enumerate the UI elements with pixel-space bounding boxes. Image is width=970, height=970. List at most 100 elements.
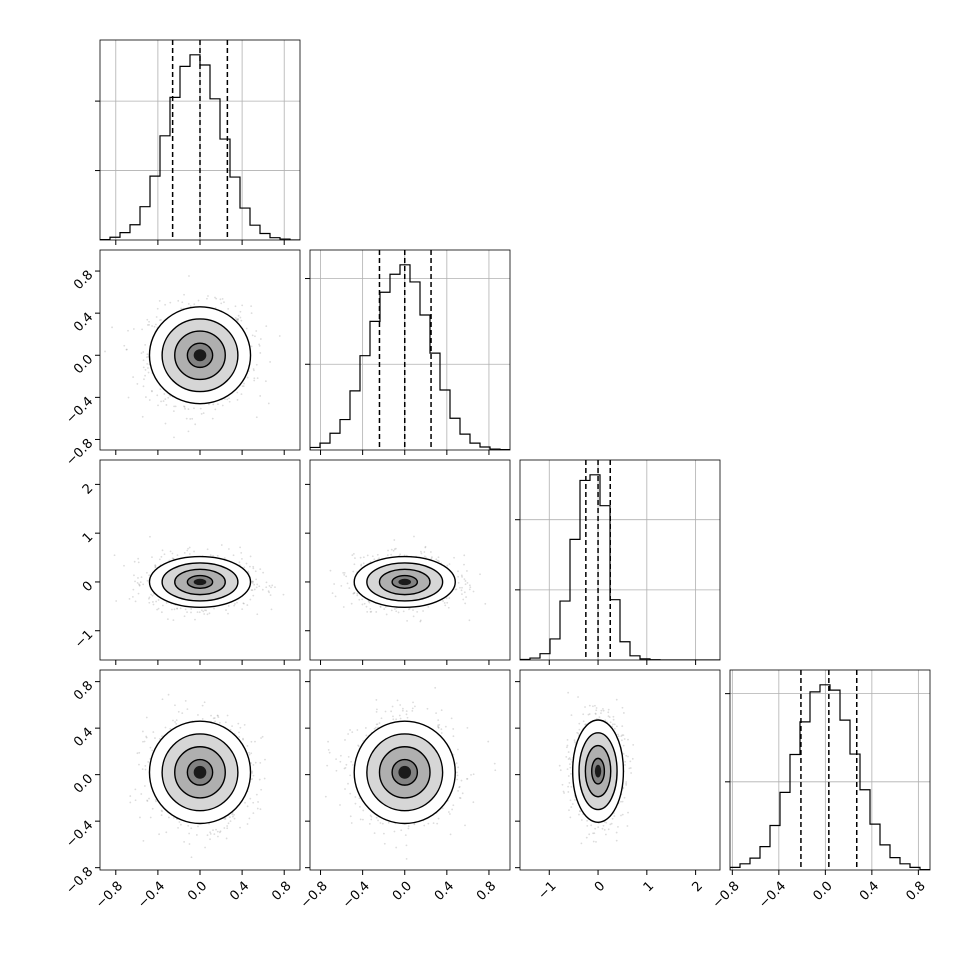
scatter-panel-4-1 [99, 669, 301, 871]
scatter-point [256, 377, 259, 379]
scatter-point [214, 296, 216, 299]
scatter-point [191, 417, 194, 420]
scatter-point [216, 554, 219, 557]
scatter-point [201, 704, 204, 707]
scatter-point [180, 307, 183, 310]
scatter-point [453, 556, 455, 559]
scatter-point [146, 353, 149, 356]
scatter-point [261, 735, 264, 738]
scatter-point [252, 567, 255, 570]
scatter-point [394, 608, 396, 610]
scatter-point [208, 612, 211, 615]
scatter-point [142, 366, 145, 369]
scatter-point [228, 816, 231, 819]
scatter-point [392, 549, 395, 552]
scatter-point [375, 723, 378, 726]
panel-content [104, 275, 281, 439]
scatter-point [173, 608, 176, 611]
scatter-point [176, 554, 179, 557]
scatter-point [353, 591, 356, 594]
scatter-point [242, 602, 245, 605]
scatter-point [224, 721, 227, 724]
scatter-point [348, 587, 351, 589]
scatter-point [132, 328, 135, 330]
scatter-point [206, 613, 209, 616]
scatter-point [172, 619, 175, 622]
scatter-point [369, 611, 372, 613]
scatter-point [331, 592, 334, 595]
scatter-point [164, 398, 167, 401]
scatter-point [159, 319, 161, 322]
scatter-point [437, 725, 439, 728]
scatter-point [457, 570, 459, 573]
scatter-point [425, 556, 427, 559]
panel-frame [309, 249, 511, 451]
scatter-point [390, 548, 393, 551]
scatter-point [329, 569, 332, 572]
scatter-point [420, 550, 422, 553]
scatter-point [225, 837, 228, 840]
scatter-point [175, 723, 178, 725]
scatter-point [333, 583, 336, 585]
scatter-point [187, 408, 190, 411]
scatter-point [224, 818, 227, 820]
scatter-point [152, 603, 155, 606]
scatter-point [142, 351, 145, 353]
scatter-point [252, 774, 255, 777]
scatter-point [399, 553, 402, 556]
scatter-point [419, 620, 422, 623]
scatter-point [468, 584, 471, 587]
y-tick-label: 0 [80, 579, 96, 595]
scatter-point [234, 305, 237, 308]
scatter-point [268, 591, 270, 594]
scatter-point [219, 298, 222, 301]
scatter-point [153, 325, 156, 328]
scatter-point [171, 557, 174, 560]
y-tick-label: −0.4 [63, 818, 96, 851]
scatter-point [354, 557, 356, 560]
scatter-point [158, 300, 161, 302]
scatter-point [169, 727, 172, 730]
scatter-point [423, 551, 426, 553]
x-tick-label: 0.0 [810, 879, 835, 904]
scatter-point [207, 295, 209, 297]
scatter-point [236, 399, 239, 401]
scatter-point [427, 822, 430, 825]
scatter-point [188, 546, 191, 549]
scatter-point [461, 792, 464, 795]
scatter-point [150, 593, 153, 596]
x-tick-label: 0.4 [857, 879, 882, 904]
scatter-point [154, 566, 157, 569]
scatter-point [437, 724, 439, 727]
scatter-point [384, 606, 387, 608]
scatter-point [362, 562, 365, 565]
scatter-point [188, 843, 191, 845]
scatter-point [164, 422, 167, 425]
scatter-point [466, 570, 468, 572]
scatter-point [203, 701, 206, 704]
scatter-point [190, 827, 193, 830]
scatter-point [209, 554, 212, 557]
histogram-steps [310, 264, 510, 450]
scatter-point [181, 301, 184, 304]
scatter-point [161, 810, 164, 813]
scatter-point [193, 550, 195, 553]
scatter-point [278, 335, 281, 337]
scatter-point [385, 613, 388, 616]
contour-line [161, 318, 239, 393]
scatter-point [252, 580, 255, 583]
scatter-point [256, 583, 259, 586]
scatter-point [257, 801, 259, 803]
scatter-point [413, 535, 415, 538]
scatter-point [213, 607, 215, 610]
scatter-point [274, 586, 276, 589]
histogram-panel-4 [729, 669, 931, 871]
density-core [193, 349, 207, 362]
scatter-point [173, 436, 175, 439]
scatter-point [346, 582, 349, 585]
scatter-point [213, 717, 216, 719]
scatter-point [442, 600, 444, 602]
scatter-point [262, 571, 265, 574]
histogram-steps [520, 474, 720, 660]
